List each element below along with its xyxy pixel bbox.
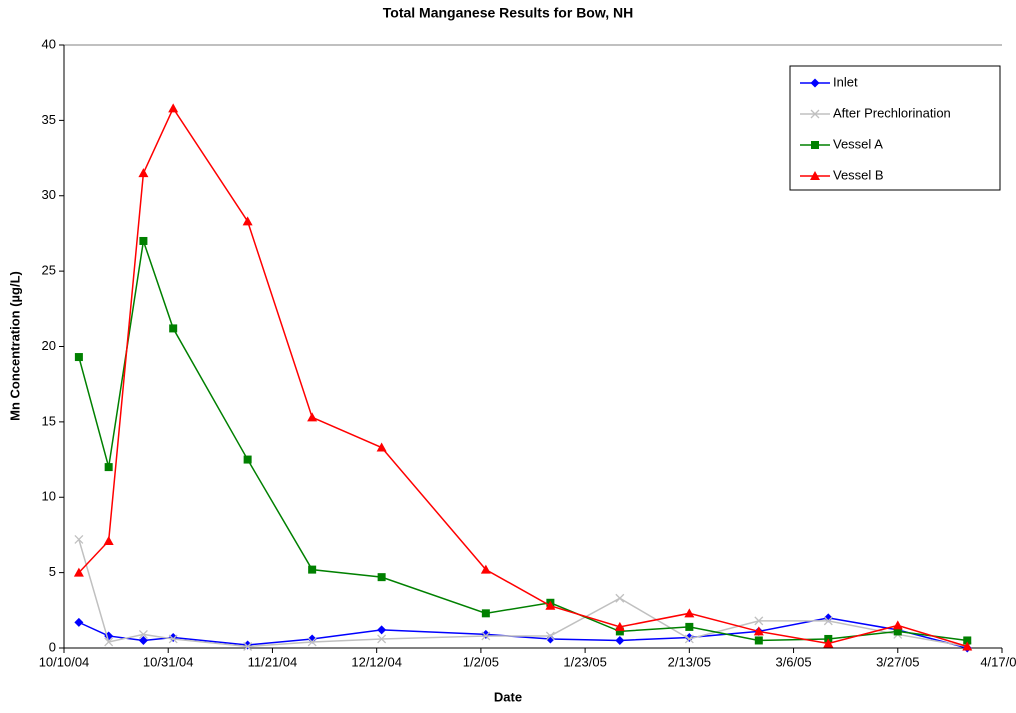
marker — [892, 620, 903, 630]
marker — [545, 631, 555, 641]
marker — [480, 564, 491, 574]
marker — [684, 632, 694, 642]
marker — [893, 627, 902, 636]
y-tick-label: 30 — [42, 187, 56, 202]
x-axis-label: Date — [494, 689, 522, 704]
marker — [243, 642, 253, 651]
marker — [377, 625, 387, 635]
x-tick-label: 1/2/05 — [463, 654, 499, 669]
marker — [307, 412, 318, 422]
marker — [823, 613, 833, 623]
y-tick-label: 25 — [42, 263, 56, 278]
marker — [104, 463, 113, 472]
marker — [138, 629, 148, 639]
marker — [615, 635, 625, 645]
marker — [376, 442, 387, 452]
marker — [74, 535, 84, 544]
x-tick-label: 4/17/05 — [980, 654, 1016, 669]
marker — [481, 631, 491, 641]
marker — [684, 608, 695, 618]
legend-box — [789, 65, 1001, 191]
marker — [168, 632, 178, 642]
marker — [754, 616, 764, 626]
marker — [377, 573, 386, 582]
legend-marker — [810, 171, 820, 180]
marker — [481, 629, 491, 639]
marker — [139, 236, 148, 245]
legend-marker — [811, 141, 819, 149]
legend-marker — [810, 109, 820, 119]
marker — [104, 637, 114, 647]
marker — [481, 609, 490, 618]
marker — [168, 634, 178, 644]
marker — [74, 617, 84, 627]
marker — [243, 455, 252, 464]
marker — [685, 622, 694, 631]
series-line — [78, 539, 968, 648]
y-tick-label: 20 — [42, 338, 56, 353]
marker — [823, 616, 833, 626]
x-tick-label: 10/31/04 — [143, 654, 194, 669]
marker — [962, 641, 973, 651]
x-tick-label: 2/13/05 — [668, 654, 711, 669]
marker — [614, 621, 625, 631]
marker — [377, 634, 387, 644]
legend: Inlet After Prechlorination Vessel A Vessel… — [789, 65, 1001, 191]
x-tick-label: 3/6/05 — [775, 654, 811, 669]
marker — [138, 635, 148, 645]
y-tick-label: 5 — [49, 564, 56, 579]
marker — [615, 627, 624, 636]
x-tick-label: 10/10/04 — [39, 654, 90, 669]
legend-label: Vessel A — [833, 136, 883, 151]
x-tick-label: 3/27/05 — [876, 654, 919, 669]
legend-label: After Prechlorination — [833, 105, 951, 120]
marker — [615, 593, 625, 603]
marker — [168, 103, 179, 113]
y-tick-label: 0 — [49, 639, 56, 654]
marker — [753, 626, 764, 636]
marker — [74, 353, 83, 362]
legend-label: Inlet — [833, 74, 858, 89]
marker — [73, 567, 84, 577]
y-tick-label: 40 — [42, 36, 56, 51]
marker — [242, 216, 253, 226]
marker — [307, 637, 317, 647]
y-tick-label: 10 — [42, 489, 56, 504]
marker — [103, 535, 114, 545]
y-axis-label: Mn Concentration (µg/L) — [7, 271, 22, 421]
chart-title: Total Manganese Results for Bow, NH — [383, 5, 633, 21]
marker — [545, 634, 555, 644]
y-tick-label: 35 — [42, 112, 56, 127]
marker — [684, 634, 694, 644]
marker — [138, 168, 149, 178]
x-tick-label: 12/12/04 — [351, 654, 402, 669]
marker — [169, 324, 178, 333]
marker — [545, 600, 556, 610]
series-line — [78, 240, 968, 642]
x-tick-label: 11/21/04 — [248, 654, 298, 669]
y-tick-label: 15 — [42, 413, 56, 428]
marker — [243, 640, 253, 650]
marker — [308, 565, 317, 574]
legend-marker — [810, 78, 820, 88]
x-tick-label: 1/23/05 — [563, 654, 606, 669]
marker — [963, 636, 972, 645]
marker — [823, 638, 834, 648]
legend-label: Vessel B — [833, 167, 884, 182]
marker — [754, 636, 763, 645]
